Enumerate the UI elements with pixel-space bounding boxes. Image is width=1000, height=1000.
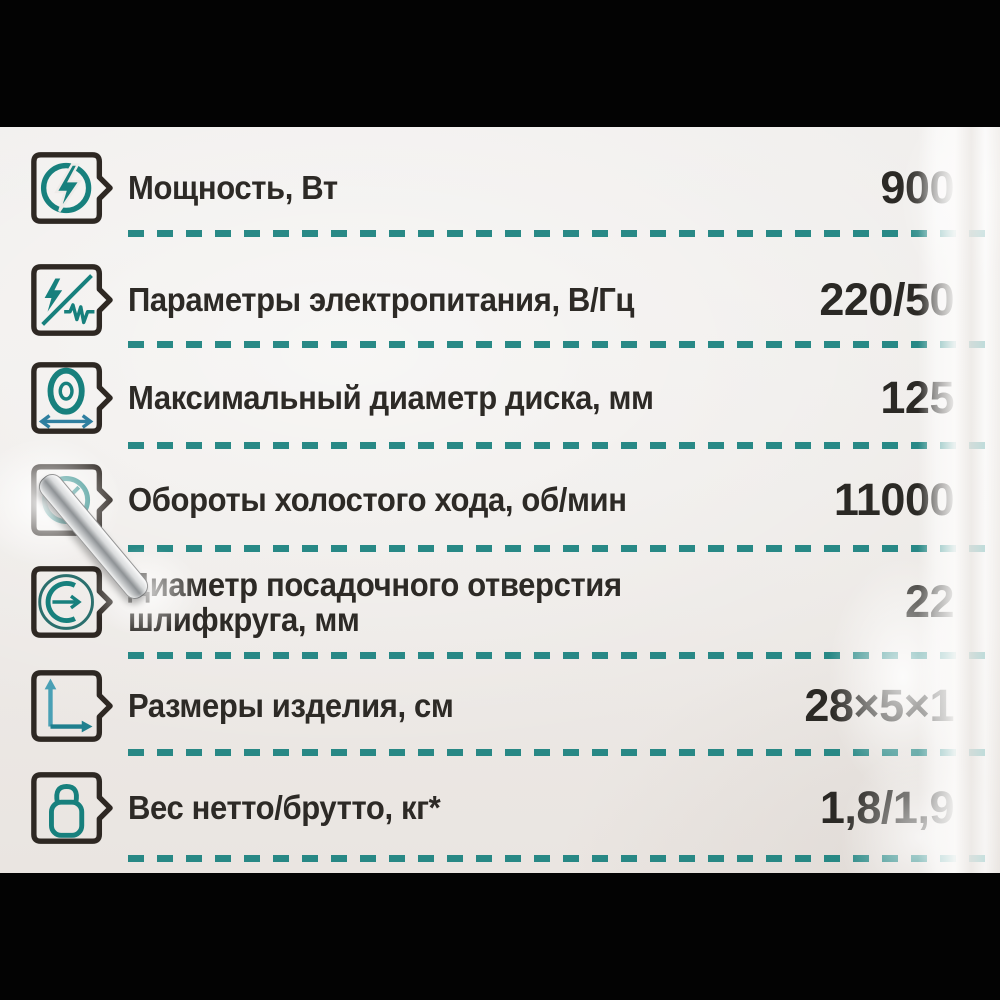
spec-row-power: Мощность, Вт 900 [0, 148, 1000, 260]
spec-value: 125 [880, 372, 954, 423]
dashed-separator [128, 230, 996, 237]
spec-value: 28×5×1 [804, 680, 954, 731]
letterbox-top [0, 0, 1000, 127]
dashed-separator [128, 855, 996, 862]
spec-label-text: Диаметр посадочного отверстия шлифкруга,… [128, 565, 622, 638]
spec-label-text: Размеры изделия, см [128, 687, 454, 725]
spec-row-disc-diameter: Максимальный диаметр диска, мм 125 [0, 358, 1000, 470]
spec-row-power-supply: Параметры электропитания, В/Гц 220/50 [0, 260, 1000, 372]
dashed-separator [128, 442, 996, 449]
spec-value: 220/50 [819, 274, 954, 325]
spec-label-text: Обороты холостого хода, об/мин [128, 481, 627, 519]
spec-value: 900 [880, 162, 954, 213]
dashed-separator [128, 545, 996, 552]
dashed-separator [128, 341, 996, 348]
bore-diameter-icon [28, 562, 114, 642]
product-dimensions-icon [28, 666, 114, 746]
spec-label: Мощность, Вт 900 Параметры электропитани… [0, 127, 1000, 873]
spec-label-text: Мощность, Вт [128, 169, 338, 207]
spec-row-idle-speed: Обороты холостого хода, об/мин 11000 [0, 460, 1000, 572]
dashed-separator [128, 652, 996, 659]
power-supply-icon [28, 260, 114, 340]
disc-diameter-icon [28, 358, 114, 438]
spec-value: 22 [904, 576, 955, 627]
dashed-separator [128, 749, 996, 756]
spec-row-bore-diameter: Диаметр посадочного отверстия шлифкруга,… [0, 562, 1000, 674]
spec-label-text: Параметры электропитания, В/Гц [128, 281, 635, 319]
power-icon [28, 148, 114, 228]
spec-label-text: Вес нетто/брутто, кг* [128, 789, 441, 827]
spec-value: 1,8/1,9 [819, 782, 955, 833]
spec-value: 11000 [833, 474, 955, 525]
net-gross-weight-icon [28, 768, 114, 848]
letterbox-bottom [0, 873, 1000, 1000]
spec-row-weight: Вес нетто/брутто, кг* 1,8/1,9 [0, 768, 1000, 873]
spec-label-text: Максимальный диаметр диска, мм [128, 379, 654, 417]
spec-row-dimensions: Размеры изделия, см 28×5×1 [0, 666, 1000, 778]
